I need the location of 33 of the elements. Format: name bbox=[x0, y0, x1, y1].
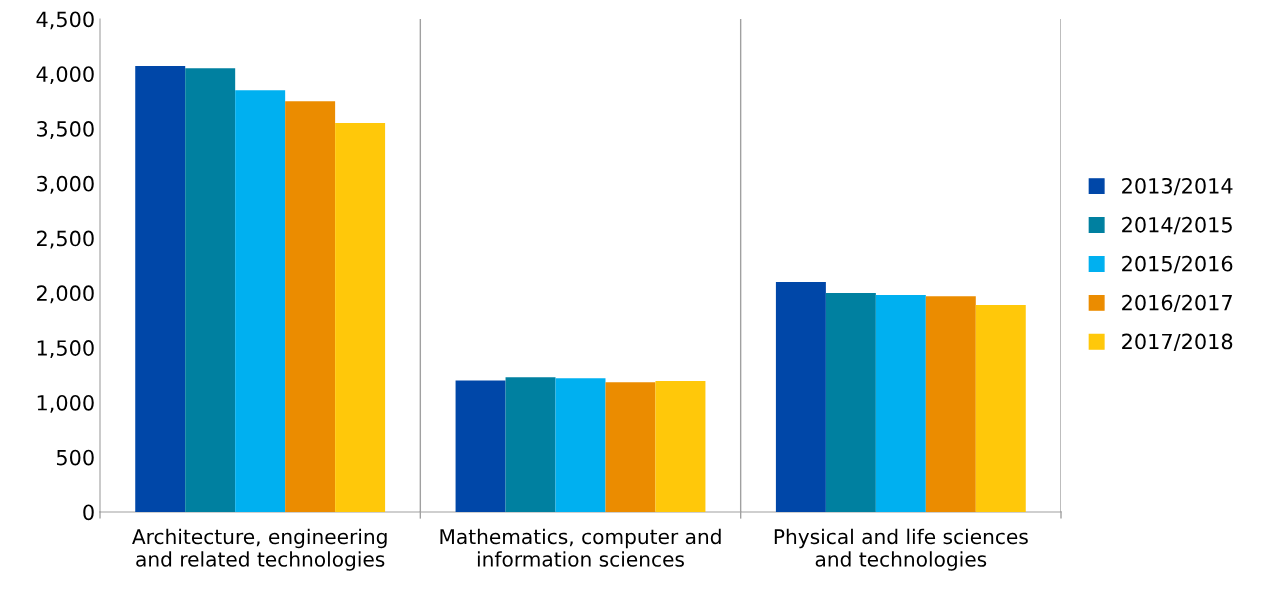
y-tick-label: 500 bbox=[56, 449, 94, 466]
bar bbox=[235, 90, 286, 512]
bar bbox=[655, 381, 706, 512]
bar bbox=[825, 292, 876, 512]
bar bbox=[605, 382, 656, 512]
bar bbox=[925, 296, 976, 512]
bar bbox=[455, 380, 506, 512]
bar bbox=[185, 68, 236, 512]
bar bbox=[975, 304, 1026, 512]
bar bbox=[505, 377, 556, 512]
bar bbox=[135, 66, 186, 512]
y-tick-label: 1,500 bbox=[37, 340, 94, 358]
y-tick-label: 3,000 bbox=[37, 175, 94, 194]
y-tick-label: 3,500 bbox=[37, 121, 94, 139]
bar bbox=[335, 123, 386, 512]
legend-label: 2017/2018 bbox=[1122, 333, 1233, 352]
y-tick-label: 2,000 bbox=[37, 285, 94, 304]
y-tick-label: 1,000 bbox=[37, 394, 94, 413]
x-tick-label: Mathematics, computer and information sciences bbox=[440, 528, 721, 567]
bar bbox=[775, 281, 826, 512]
x-tick-label: Physical and life sciences and technologies bbox=[774, 528, 1028, 571]
y-tick-label: 4,500 bbox=[36, 11, 94, 30]
y-tick-label: 0 bbox=[83, 504, 94, 521]
bar bbox=[285, 101, 336, 512]
y-tick-label: 4,000 bbox=[36, 66, 94, 85]
legend-label: 2015/2016 bbox=[1122, 255, 1233, 274]
x-tick-label: Architecture, engineering and related technologies bbox=[132, 528, 387, 571]
legend-label: 2016/2017 bbox=[1122, 294, 1232, 313]
bar bbox=[875, 295, 926, 512]
bar bbox=[555, 378, 606, 512]
legend-label: 2013/2014 bbox=[1122, 177, 1233, 196]
y-tick-label: 2,500 bbox=[37, 230, 94, 249]
legend-label: 2014/2015 bbox=[1122, 216, 1232, 235]
